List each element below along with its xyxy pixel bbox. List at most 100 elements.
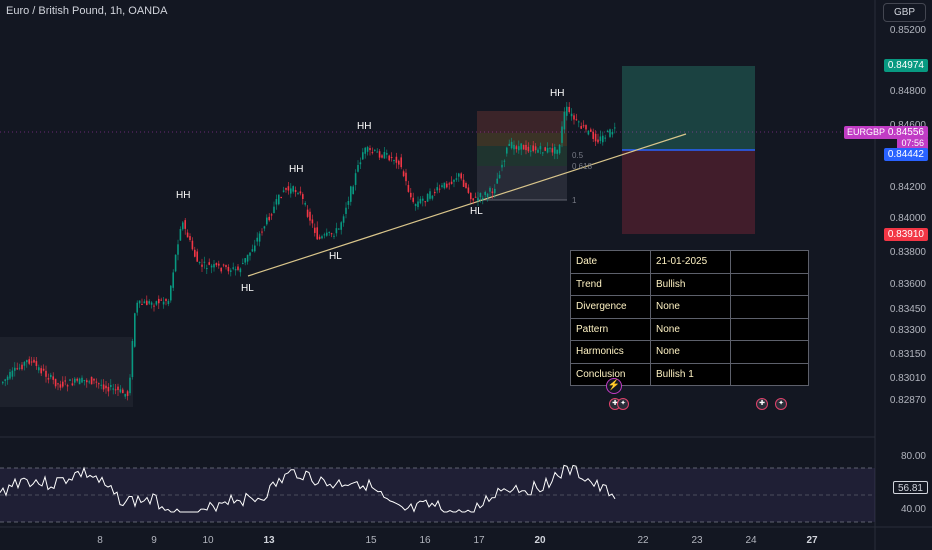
- stop-price-badge: 0.83910: [883, 228, 928, 241]
- price-tick: 0.84000: [889, 213, 926, 224]
- time-tick: 20: [534, 535, 546, 546]
- candle-body: [292, 186, 294, 192]
- candle-body: [458, 173, 460, 177]
- candle-body: [117, 386, 119, 391]
- candle-body: [95, 381, 98, 383]
- currency-button[interactable]: GBP: [883, 3, 926, 22]
- candle-body: [174, 254, 177, 272]
- trendline[interactable]: [247, 133, 687, 277]
- stop-zone[interactable]: [622, 150, 755, 234]
- candle-body: [26, 360, 28, 363]
- candle-body: [141, 304, 143, 306]
- candle-body: [158, 298, 160, 304]
- candle-body: [489, 187, 491, 192]
- candle-body: [275, 199, 278, 205]
- candle-body: [486, 193, 489, 198]
- candle-body: [244, 258, 246, 263]
- candle-body: [477, 197, 479, 201]
- fib-retracement[interactable]: [477, 111, 567, 201]
- table-row: Trend Bullish: [570, 272, 809, 296]
- candle-body: [398, 160, 400, 165]
- lightning-icon[interactable]: ⚡: [606, 378, 622, 394]
- candle-body: [189, 236, 191, 241]
- time-tick: 10: [202, 535, 214, 546]
- candle-body: [570, 113, 573, 117]
- candle-body: [261, 231, 263, 233]
- candle-body: [410, 192, 412, 198]
- candle-body: [462, 179, 465, 187]
- candle-body: [354, 173, 357, 185]
- candle-body: [62, 381, 64, 387]
- candle-body: [602, 135, 604, 143]
- candle-body: [170, 285, 172, 301]
- candle-body: [249, 252, 251, 256]
- candle-body: [556, 149, 558, 154]
- candle-body: [503, 160, 506, 162]
- candle-body: [302, 194, 304, 199]
- current-price-badge: 0.84556: [883, 126, 928, 139]
- candle-body: [179, 229, 182, 241]
- candle-body: [436, 187, 438, 191]
- candle-body: [434, 191, 436, 194]
- candle-body: [126, 391, 129, 396]
- candle-body: [285, 188, 287, 190]
- candle-body: [455, 178, 458, 180]
- candle-body: [323, 234, 326, 236]
- time-tick: 17: [473, 535, 485, 546]
- candle-body: [184, 220, 186, 229]
- candle-body: [525, 144, 527, 151]
- candle-body: [203, 261, 206, 263]
- candle-body: [90, 376, 93, 385]
- candle-body: [424, 201, 426, 203]
- candle-body: [138, 300, 141, 304]
- candle-body: [129, 377, 131, 394]
- candle-body: [561, 126, 563, 143]
- candle-body: [225, 265, 227, 268]
- candle-body: [496, 178, 498, 184]
- candle-body: [50, 374, 52, 378]
- candle-body: [350, 186, 352, 202]
- candle-body: [314, 227, 316, 233]
- candle-body: [383, 151, 386, 159]
- rsi-lower-tick: 40.00: [900, 504, 926, 515]
- candle-body: [338, 228, 340, 230]
- candle-body: [364, 147, 366, 154]
- candle-body: [112, 388, 114, 390]
- fib-label: 1: [572, 196, 577, 205]
- pattern-label-hh: HH: [550, 88, 565, 99]
- time-tick: 9: [151, 535, 157, 546]
- candle-body: [357, 164, 359, 172]
- pattern-label-hl: HL: [470, 206, 483, 217]
- candle-body: [306, 209, 309, 217]
- candle-body: [448, 183, 450, 185]
- time-tick: 8: [97, 535, 103, 546]
- candle-body: [290, 188, 292, 194]
- time-tick: 15: [365, 535, 377, 546]
- uk-flag-event-icon[interactable]: ✚: [756, 398, 768, 410]
- candle-body: [472, 198, 474, 201]
- candle-body: [206, 268, 208, 270]
- candle-body: [590, 129, 592, 132]
- candle-body: [114, 389, 117, 391]
- entry-price-badge: 0.84442: [883, 148, 928, 161]
- candle-body: [407, 184, 410, 192]
- eu-flag-event-icon[interactable]: ✦: [617, 398, 629, 410]
- candle-body: [578, 121, 580, 123]
- candle-body: [501, 164, 503, 168]
- target-zone[interactable]: [622, 66, 755, 150]
- candle-body: [93, 378, 95, 381]
- candle-body: [213, 264, 215, 268]
- table-value: None: [650, 340, 731, 364]
- candle-body: [278, 194, 280, 205]
- candle-body: [33, 359, 35, 363]
- candle-body: [230, 270, 232, 272]
- eu-flag-event-icon[interactable]: ✦: [775, 398, 787, 410]
- rsi-upper-tick: 80.00: [900, 451, 926, 462]
- candle-body: [438, 188, 441, 190]
- candle-body: [52, 376, 54, 380]
- candle-body: [431, 195, 434, 199]
- table-empty-cell: [730, 250, 809, 274]
- candle-body: [402, 171, 405, 177]
- candle-body: [417, 201, 419, 208]
